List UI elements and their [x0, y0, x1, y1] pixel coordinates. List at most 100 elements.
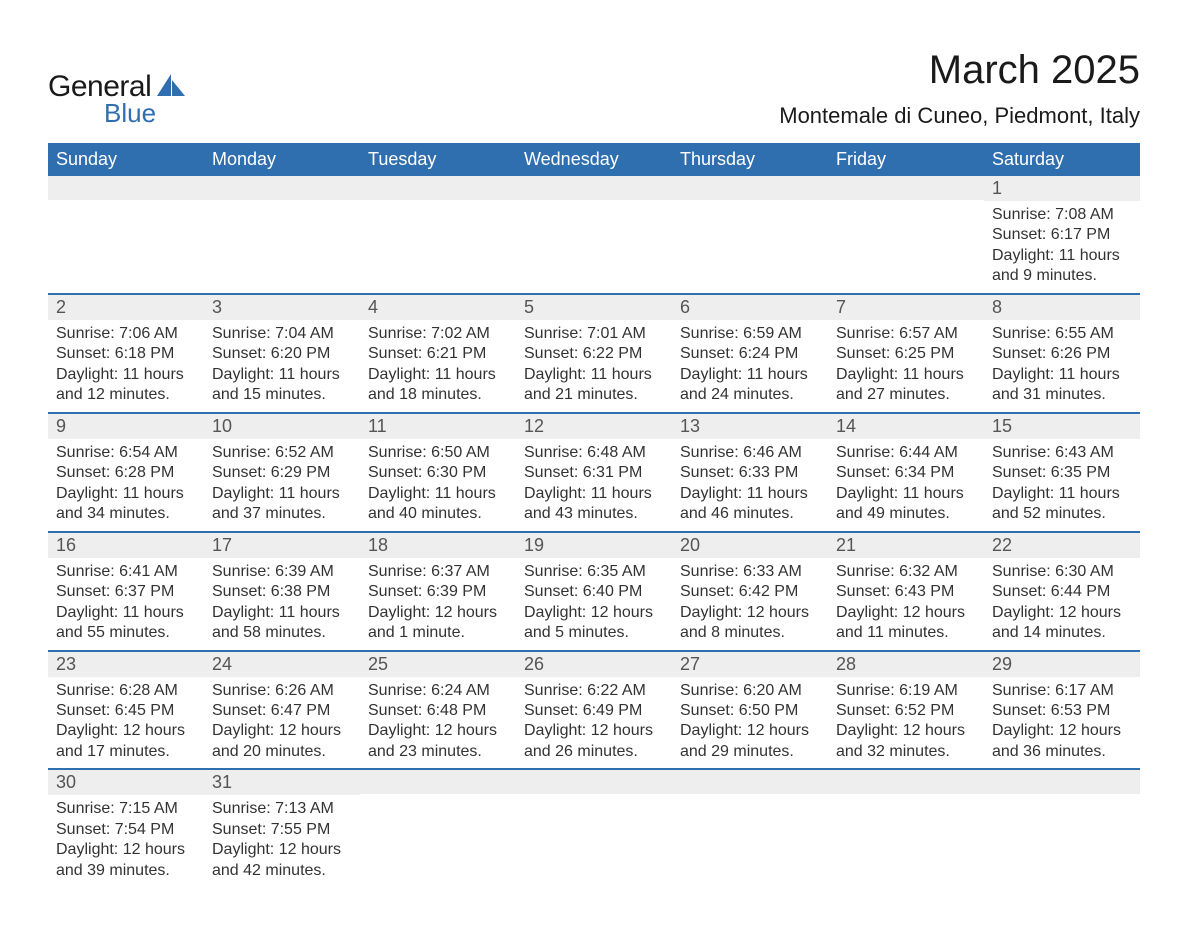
day-content	[360, 200, 516, 278]
calendar-cell	[204, 176, 360, 294]
sunrise-line: Sunrise: 6:54 AM	[56, 443, 196, 463]
day-content: Sunrise: 6:43 AMSunset: 6:35 PMDaylight:…	[984, 439, 1140, 531]
day-content: Sunrise: 6:22 AMSunset: 6:49 PMDaylight:…	[516, 677, 672, 769]
calendar-cell	[672, 769, 828, 887]
sunset-line: Sunset: 6:31 PM	[524, 463, 664, 483]
weekday-header: Friday	[828, 143, 984, 176]
day-number: 17	[204, 533, 360, 558]
day-content: Sunrise: 7:13 AMSunset: 7:55 PMDaylight:…	[204, 795, 360, 887]
sunrise-line: Sunrise: 6:39 AM	[212, 562, 352, 582]
day-content: Sunrise: 6:24 AMSunset: 6:48 PMDaylight:…	[360, 677, 516, 769]
sunrise-line: Sunrise: 7:06 AM	[56, 324, 196, 344]
sunrise-line: Sunrise: 6:17 AM	[992, 681, 1132, 701]
daylight-line: Daylight: 11 hours and 27 minutes.	[836, 365, 976, 406]
sunset-line: Sunset: 6:25 PM	[836, 344, 976, 364]
sunset-line: Sunset: 6:29 PM	[212, 463, 352, 483]
sail-icon	[157, 74, 185, 101]
daylight-line: Daylight: 12 hours and 5 minutes.	[524, 603, 664, 644]
weekday-header: Monday	[204, 143, 360, 176]
day-content	[204, 200, 360, 278]
calendar-document: General Blue March 2025 Montemale di Cun…	[48, 48, 1140, 887]
calendar-cell: 24Sunrise: 6:26 AMSunset: 6:47 PMDayligh…	[204, 651, 360, 770]
calendar-cell	[48, 176, 204, 294]
sunset-line: Sunset: 6:50 PM	[680, 701, 820, 721]
month-title: March 2025	[779, 48, 1140, 93]
day-content: Sunrise: 6:50 AMSunset: 6:30 PMDaylight:…	[360, 439, 516, 531]
daylight-line: Daylight: 11 hours and 55 minutes.	[56, 603, 196, 644]
sunrise-line: Sunrise: 6:26 AM	[212, 681, 352, 701]
day-content: Sunrise: 6:55 AMSunset: 6:26 PMDaylight:…	[984, 320, 1140, 412]
sunrise-line: Sunrise: 6:43 AM	[992, 443, 1132, 463]
day-number	[204, 176, 360, 200]
day-number: 6	[672, 295, 828, 320]
calendar-cell	[360, 176, 516, 294]
day-number: 12	[516, 414, 672, 439]
sunset-line: Sunset: 6:44 PM	[992, 582, 1132, 602]
day-number: 14	[828, 414, 984, 439]
sunset-line: Sunset: 6:43 PM	[836, 582, 976, 602]
weekday-header: Sunday	[48, 143, 204, 176]
daylight-line: Daylight: 11 hours and 49 minutes.	[836, 484, 976, 525]
calendar-row: 1Sunrise: 7:08 AMSunset: 6:17 PMDaylight…	[48, 176, 1140, 294]
calendar-cell: 1Sunrise: 7:08 AMSunset: 6:17 PMDaylight…	[984, 176, 1140, 294]
day-content: Sunrise: 7:15 AMSunset: 7:54 PMDaylight:…	[48, 795, 204, 887]
calendar-cell: 12Sunrise: 6:48 AMSunset: 6:31 PMDayligh…	[516, 413, 672, 532]
day-number: 29	[984, 652, 1140, 677]
calendar-cell: 2Sunrise: 7:06 AMSunset: 6:18 PMDaylight…	[48, 294, 204, 413]
daylight-line: Daylight: 12 hours and 23 minutes.	[368, 721, 508, 762]
day-number: 23	[48, 652, 204, 677]
day-number: 7	[828, 295, 984, 320]
day-content	[672, 200, 828, 278]
day-content	[360, 794, 516, 872]
daylight-line: Daylight: 12 hours and 36 minutes.	[992, 721, 1132, 762]
day-number: 13	[672, 414, 828, 439]
day-number: 30	[48, 770, 204, 795]
calendar-cell: 31Sunrise: 7:13 AMSunset: 7:55 PMDayligh…	[204, 769, 360, 887]
sunset-line: Sunset: 6:22 PM	[524, 344, 664, 364]
calendar-cell: 7Sunrise: 6:57 AMSunset: 6:25 PMDaylight…	[828, 294, 984, 413]
daylight-line: Daylight: 12 hours and 11 minutes.	[836, 603, 976, 644]
calendar-body: 1Sunrise: 7:08 AMSunset: 6:17 PMDaylight…	[48, 176, 1140, 887]
day-content: Sunrise: 6:30 AMSunset: 6:44 PMDaylight:…	[984, 558, 1140, 650]
calendar-row: 30Sunrise: 7:15 AMSunset: 7:54 PMDayligh…	[48, 769, 1140, 887]
calendar-cell: 11Sunrise: 6:50 AMSunset: 6:30 PMDayligh…	[360, 413, 516, 532]
day-content: Sunrise: 7:06 AMSunset: 6:18 PMDaylight:…	[48, 320, 204, 412]
day-content: Sunrise: 7:08 AMSunset: 6:17 PMDaylight:…	[984, 201, 1140, 293]
brand-logo: General Blue	[48, 70, 185, 129]
calendar-row: 2Sunrise: 7:06 AMSunset: 6:18 PMDaylight…	[48, 294, 1140, 413]
day-number: 22	[984, 533, 1140, 558]
day-number: 28	[828, 652, 984, 677]
calendar-cell: 29Sunrise: 6:17 AMSunset: 6:53 PMDayligh…	[984, 651, 1140, 770]
day-content: Sunrise: 6:37 AMSunset: 6:39 PMDaylight:…	[360, 558, 516, 650]
day-number	[360, 770, 516, 794]
title-block: March 2025 Montemale di Cuneo, Piedmont,…	[779, 48, 1140, 129]
calendar-cell: 27Sunrise: 6:20 AMSunset: 6:50 PMDayligh…	[672, 651, 828, 770]
daylight-line: Daylight: 12 hours and 20 minutes.	[212, 721, 352, 762]
sunset-line: Sunset: 6:26 PM	[992, 344, 1132, 364]
sunset-line: Sunset: 6:20 PM	[212, 344, 352, 364]
sunset-line: Sunset: 6:40 PM	[524, 582, 664, 602]
day-number: 9	[48, 414, 204, 439]
day-number: 24	[204, 652, 360, 677]
day-content	[672, 794, 828, 872]
day-number: 20	[672, 533, 828, 558]
day-number	[672, 176, 828, 200]
day-number: 3	[204, 295, 360, 320]
sunset-line: Sunset: 6:38 PM	[212, 582, 352, 602]
calendar-cell: 13Sunrise: 6:46 AMSunset: 6:33 PMDayligh…	[672, 413, 828, 532]
calendar-cell: 5Sunrise: 7:01 AMSunset: 6:22 PMDaylight…	[516, 294, 672, 413]
day-number	[516, 176, 672, 200]
daylight-line: Daylight: 11 hours and 12 minutes.	[56, 365, 196, 406]
sunrise-line: Sunrise: 7:15 AM	[56, 799, 196, 819]
sunrise-line: Sunrise: 7:01 AM	[524, 324, 664, 344]
sunrise-line: Sunrise: 6:30 AM	[992, 562, 1132, 582]
daylight-line: Daylight: 11 hours and 52 minutes.	[992, 484, 1132, 525]
day-content: Sunrise: 6:17 AMSunset: 6:53 PMDaylight:…	[984, 677, 1140, 769]
sunrise-line: Sunrise: 7:04 AM	[212, 324, 352, 344]
sunset-line: Sunset: 6:34 PM	[836, 463, 976, 483]
day-content: Sunrise: 6:33 AMSunset: 6:42 PMDaylight:…	[672, 558, 828, 650]
calendar-cell: 20Sunrise: 6:33 AMSunset: 6:42 PMDayligh…	[672, 532, 828, 651]
weekday-header: Wednesday	[516, 143, 672, 176]
daylight-line: Daylight: 11 hours and 9 minutes.	[992, 246, 1132, 287]
daylight-line: Daylight: 12 hours and 8 minutes.	[680, 603, 820, 644]
